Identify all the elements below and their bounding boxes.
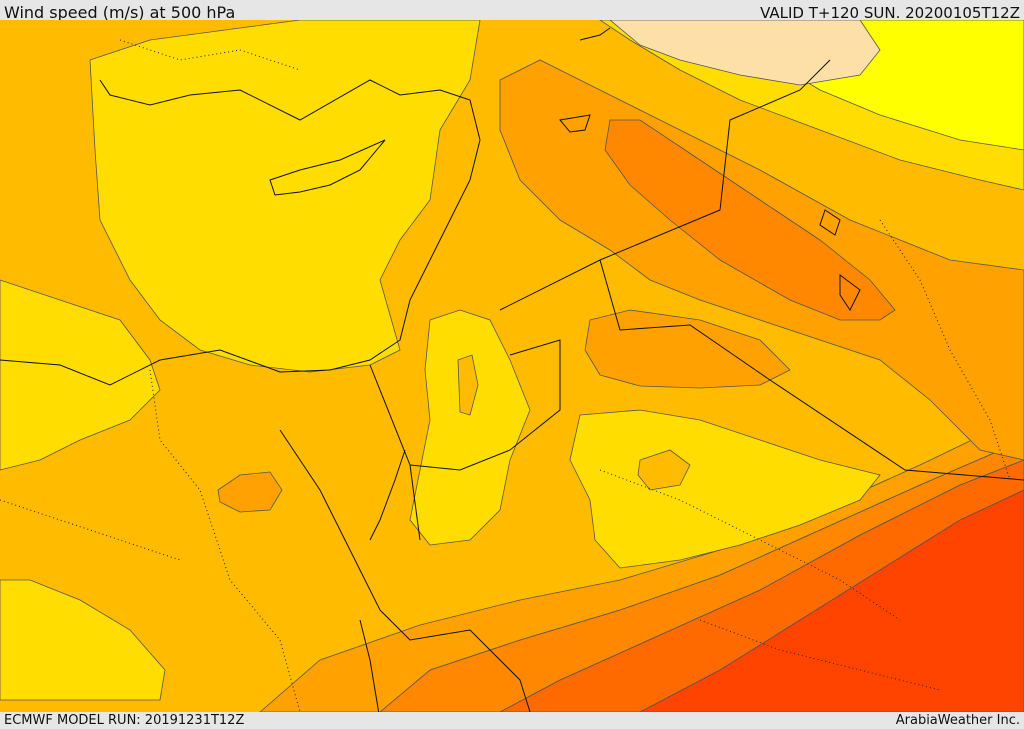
map-footer: ECMWF MODEL RUN: 20191231T12Z ArabiaWeat… (0, 712, 1024, 729)
wind-band-orange-east (584, 309, 791, 389)
wind-band-gold-southwest (0, 579, 166, 701)
wind-band-very-light (609, 20, 881, 86)
wind-band-gold-levant (409, 309, 531, 546)
wind-band-gold-mediterranean (89, 20, 481, 373)
province-borders (0, 39, 1011, 712)
wind-band-gold-arabia (569, 409, 881, 569)
coastlines (0, 27, 861, 712)
country-borders (359, 59, 1024, 712)
wind-band-orange-south (259, 414, 1024, 712)
wind-band-orange-levant-pocket (457, 354, 479, 416)
wind-band-orange-arabia-pocket (637, 449, 691, 491)
map-title: Wind speed (m/s) at 500 hPa (4, 3, 236, 22)
model-run-label: ECMWF MODEL RUN: 20191231T12Z (4, 713, 245, 728)
map-header: Wind speed (m/s) at 500 hPa VALID T+120 … (0, 0, 1024, 22)
credit-label: ArabiaWeather Inc. (895, 713, 1020, 728)
wind-speed-map (0, 20, 1024, 712)
valid-time-label: VALID T+120 SUN. 20200105T12Z (760, 4, 1020, 22)
wind-band-gold-west (0, 279, 161, 471)
wind-band-orange-egypt (217, 471, 283, 513)
wind-band-dark-orange-core (604, 119, 896, 321)
